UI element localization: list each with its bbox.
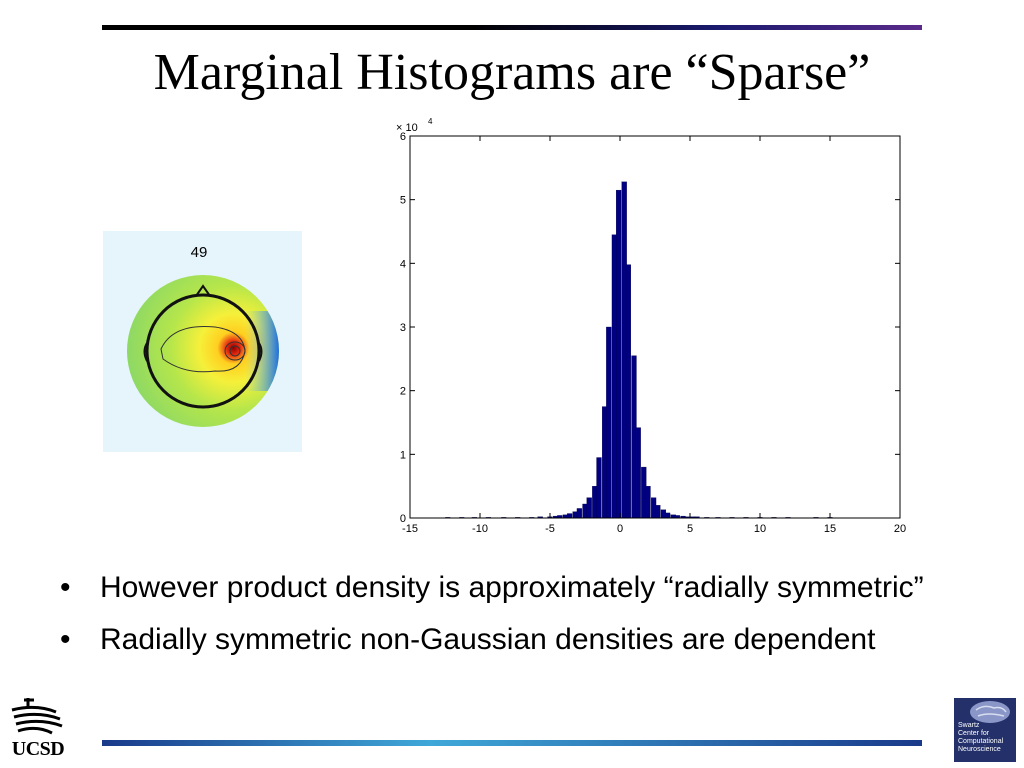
bullet-item: • However product density is approximatel… — [60, 570, 1010, 606]
bullet-text: Radially symmetric non-Gaussian densitie… — [100, 623, 876, 656]
x-tick-label: 15 — [824, 523, 836, 535]
histogram-bar — [615, 189, 622, 519]
sccn-logo-text: Swartz Center for Computational Neurosci… — [958, 722, 1004, 753]
histogram-bar — [566, 513, 573, 519]
histogram-bar — [625, 264, 631, 519]
x-tick-label: 0 — [617, 523, 623, 535]
y-multiplier-label: × 10 — [396, 122, 418, 134]
ucsd-logo: UCSD — [6, 694, 70, 764]
histogram-bar — [645, 486, 651, 519]
x-tick-label: 20 — [894, 523, 906, 535]
histogram-bars — [445, 181, 833, 519]
slide-title: Marginal Histograms are “Sparse” — [153, 44, 871, 101]
x-tick-label: 10 — [754, 523, 766, 535]
y-multiplier-exponent: 4 — [428, 118, 433, 126]
title-top-rule — [102, 25, 922, 30]
bullet-glyph: • — [60, 571, 71, 604]
sccn-logo: Swartz Center for Computational Neurosci… — [954, 698, 1016, 762]
histogram-bar — [664, 512, 671, 519]
x-tick-labels: -15 -10 -5 0 5 10 15 20 — [402, 523, 906, 535]
histogram-bar — [635, 427, 641, 519]
x-tick-label: -5 — [545, 523, 555, 535]
footer-rule — [102, 740, 922, 746]
topo-component-label: 49 — [191, 244, 208, 261]
histogram-bar — [576, 508, 582, 519]
x-tick-label: -10 — [472, 523, 488, 535]
axis-ticks — [409, 135, 901, 519]
brain-icon — [970, 701, 1010, 723]
y-tick-label: 4 — [400, 258, 406, 270]
x-tick-label: -15 — [402, 523, 418, 535]
y-tick-label: 0 — [400, 513, 406, 525]
bullet-text: However product density is approximately… — [100, 571, 924, 604]
y-tick-labels: 0 1 2 3 4 5 6 — [400, 131, 406, 525]
bullet-item: • Radially symmetric non-Gaussian densiti… — [60, 622, 1010, 658]
y-tick-label: 5 — [400, 195, 406, 207]
x-tick-label: 5 — [687, 523, 693, 535]
plot-frame — [409, 135, 901, 519]
ucsd-logo-text: UCSD — [11, 738, 65, 760]
y-tick-label: 3 — [400, 322, 406, 334]
y-tick-label: 1 — [400, 449, 406, 461]
marginal-histogram-chart: -15 -10 -5 0 5 10 15 20 0 1 2 3 4 5 6 × 10 4 — [396, 118, 906, 535]
histogram-bar — [596, 457, 602, 519]
histogram-bar — [655, 505, 661, 519]
y-tick-label: 6 — [400, 131, 406, 143]
scalp-topography-map: 49 — [103, 231, 302, 452]
bullet-glyph: • — [60, 623, 71, 656]
histogram-bar — [586, 497, 592, 519]
ucsd-emblem-icon — [11, 698, 63, 735]
y-tick-label: 2 — [400, 386, 406, 398]
histogram-bar — [606, 326, 612, 519]
bullet-list: • However product density is approximatel… — [60, 570, 1010, 674]
topo-head-field — [127, 275, 279, 427]
